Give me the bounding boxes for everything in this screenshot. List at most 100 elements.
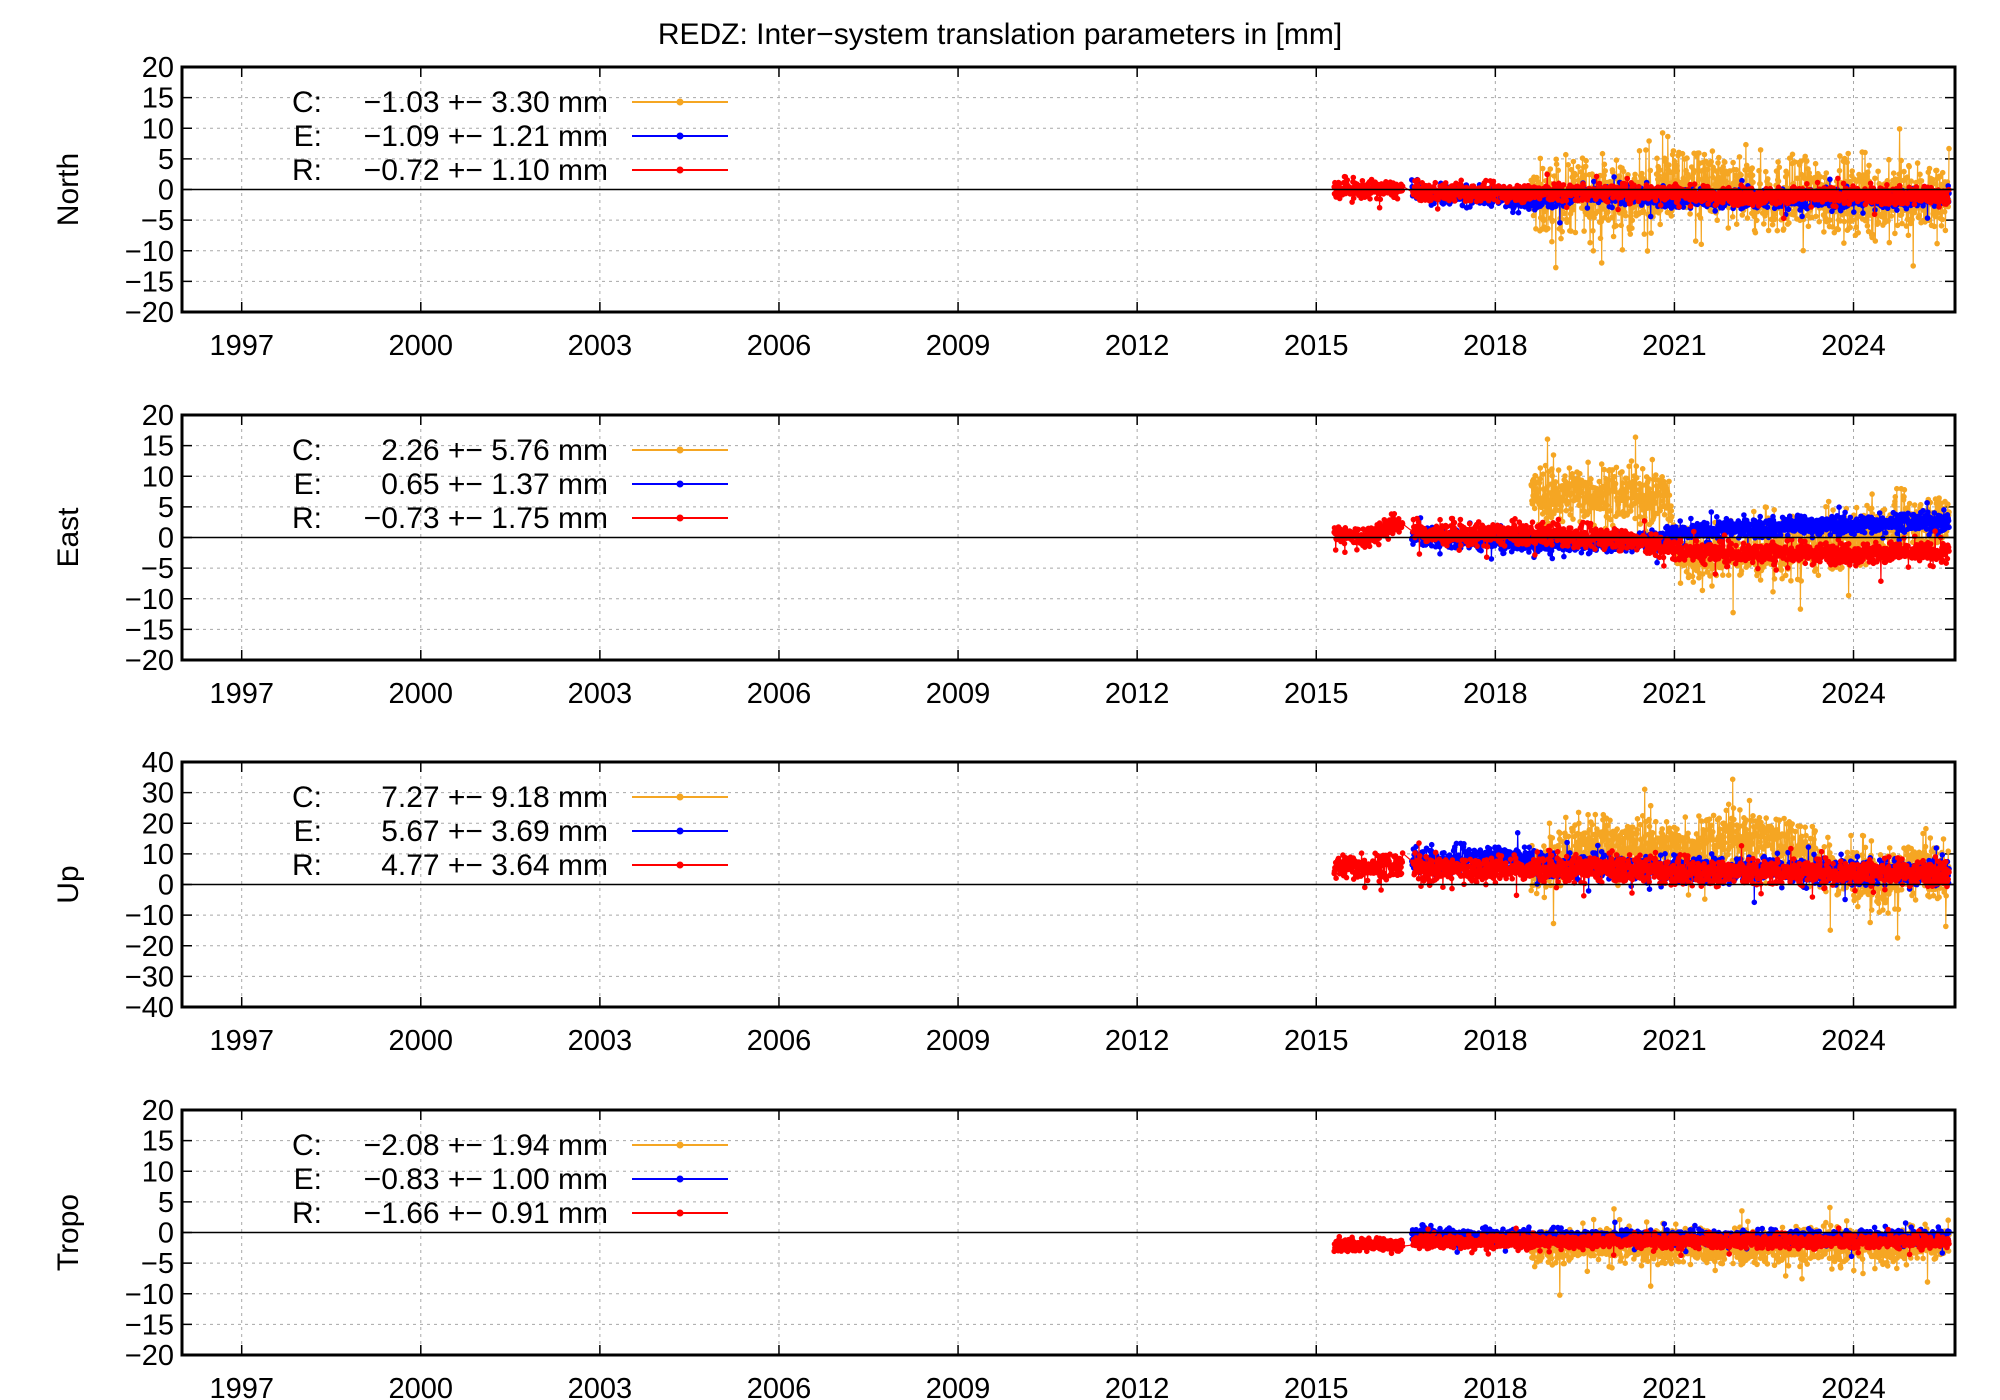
x-tick-label: 1997 — [209, 330, 274, 362]
legend-label-E: E: — [294, 120, 322, 153]
y-tick-label: 5 — [158, 1187, 174, 1219]
legend: C: 7.27 +− 9.18 mm E: 5.67 +− 3.69 mm R: 4.77… — [292, 781, 728, 882]
legend: C: −1.03 +− 3.30 mm E: −1.09 +− 1.21 mm R: −0… — [292, 86, 728, 187]
x-tick-label: 2000 — [389, 1025, 454, 1057]
x-tick-label: 2003 — [568, 330, 633, 362]
y-tick-label: 20 — [142, 400, 174, 432]
y-tick-label: 20 — [142, 52, 174, 84]
legend-swatch-dot — [676, 132, 684, 140]
x-tick-label: 1997 — [209, 1373, 274, 1400]
y-tick-label: 10 — [142, 461, 174, 493]
x-tick-label: 2021 — [1642, 330, 1707, 362]
legend-stat-R: −1.66 +− 0.91 mm — [364, 1197, 608, 1230]
x-tick-label: 2021 — [1642, 1025, 1707, 1057]
legend-swatch-dot — [676, 1175, 684, 1183]
y-tick-label: −20 — [125, 645, 174, 677]
legend-stat-E: 0.65 +− 1.37 mm — [381, 468, 608, 501]
x-tick-label: 2024 — [1821, 1025, 1886, 1057]
legend-label-R: R: — [292, 849, 322, 882]
y-tick-label: −10 — [125, 584, 174, 616]
x-tick-label: 2012 — [1105, 330, 1170, 362]
y-tick-label: 0 — [158, 523, 174, 555]
series-C-points — [1528, 434, 1952, 616]
x-tick-label: 2012 — [1105, 1373, 1170, 1400]
y-tick-label: −40 — [125, 992, 174, 1024]
legend-label-C: C: — [292, 781, 322, 814]
y-tick-label: 0 — [158, 1218, 174, 1250]
legend-stat-R: −0.72 +− 1.10 mm — [364, 154, 608, 187]
x-tick-label: 2009 — [926, 330, 991, 362]
legend: C: 2.26 +− 5.76 mm E: 0.65 +− 1.37 mm R: −0.7… — [292, 434, 728, 535]
series-group — [1331, 1204, 1952, 1298]
series-E-points — [1409, 499, 1952, 566]
y-tick-label: −5 — [141, 1248, 174, 1280]
x-tick-label: 2015 — [1284, 1025, 1349, 1057]
x-tick-label: 2000 — [389, 1373, 454, 1400]
x-tick-label: 2012 — [1105, 678, 1170, 710]
grid — [182, 1110, 1955, 1355]
y-tick-label: −15 — [125, 614, 174, 646]
x-tick-label: 2018 — [1463, 678, 1528, 710]
x-tick-label: 2000 — [389, 678, 454, 710]
plot-frame — [180, 760, 1957, 1009]
series-R-points — [1331, 511, 1952, 584]
x-tick-label: 2006 — [747, 1373, 812, 1400]
legend-label-R: R: — [292, 502, 322, 535]
plot-frame — [180, 1108, 1957, 1357]
legend-stat-E: 5.67 +− 3.69 mm — [381, 815, 608, 848]
x-tick-label: 2009 — [926, 1025, 991, 1057]
legend-stat-E: −1.09 +− 1.21 mm — [364, 120, 608, 153]
legend-stat-C: −2.08 +− 1.94 mm — [364, 1129, 608, 1162]
y-tick-label: 15 — [142, 83, 174, 115]
legend-swatch-dot — [676, 1141, 684, 1149]
legend-swatch-dot — [676, 861, 684, 869]
series-group — [1331, 434, 1952, 616]
legend-label-E: E: — [294, 1163, 322, 1196]
x-tick-label: 2024 — [1821, 330, 1886, 362]
x-tick-label: 2012 — [1105, 1025, 1170, 1057]
y-tick-label: 15 — [142, 431, 174, 463]
y-tick-label: 10 — [142, 839, 174, 871]
grid — [182, 67, 1955, 312]
y-tick-label: −15 — [125, 1309, 174, 1341]
legend-label-C: C: — [292, 434, 322, 467]
series-group — [1331, 776, 1952, 941]
grid — [182, 415, 1955, 660]
x-tick-label: 2021 — [1642, 1373, 1707, 1400]
legend-swatch-dot — [676, 98, 684, 106]
x-tick-label: 2024 — [1821, 678, 1886, 710]
legend-swatch-dot — [676, 446, 684, 454]
y-axis-label: Tropo — [52, 1194, 85, 1271]
y-tick-label: −5 — [141, 205, 174, 237]
y-tick-label: 40 — [142, 747, 174, 779]
x-tick-label: 2006 — [747, 678, 812, 710]
legend-stat-R: −0.73 +− 1.75 mm — [364, 502, 608, 535]
y-tick-label: 5 — [158, 492, 174, 524]
x-tick-label: 2006 — [747, 1025, 812, 1057]
legend-swatch-dot — [676, 480, 684, 488]
y-tick-label: −10 — [125, 1279, 174, 1311]
y-tick-label: −15 — [125, 266, 174, 298]
y-tick-label: 5 — [158, 144, 174, 176]
x-tick-label: 2000 — [389, 330, 454, 362]
y-tick-label: −20 — [125, 297, 174, 329]
x-tick-label: 2009 — [926, 678, 991, 710]
y-tick-label: 10 — [142, 113, 174, 145]
y-tick-label: 20 — [142, 808, 174, 840]
legend-label-C: C: — [292, 86, 322, 119]
x-tick-label: 2015 — [1284, 678, 1349, 710]
y-tick-label: 15 — [142, 1126, 174, 1158]
legend-stat-R: 4.77 +− 3.64 mm — [381, 849, 608, 882]
x-tick-label: 2003 — [568, 678, 633, 710]
chart-title: REDZ: Inter−system translation parameter… — [658, 18, 1342, 51]
legend-swatch-dot — [676, 793, 684, 801]
y-tick-label: −5 — [141, 553, 174, 585]
